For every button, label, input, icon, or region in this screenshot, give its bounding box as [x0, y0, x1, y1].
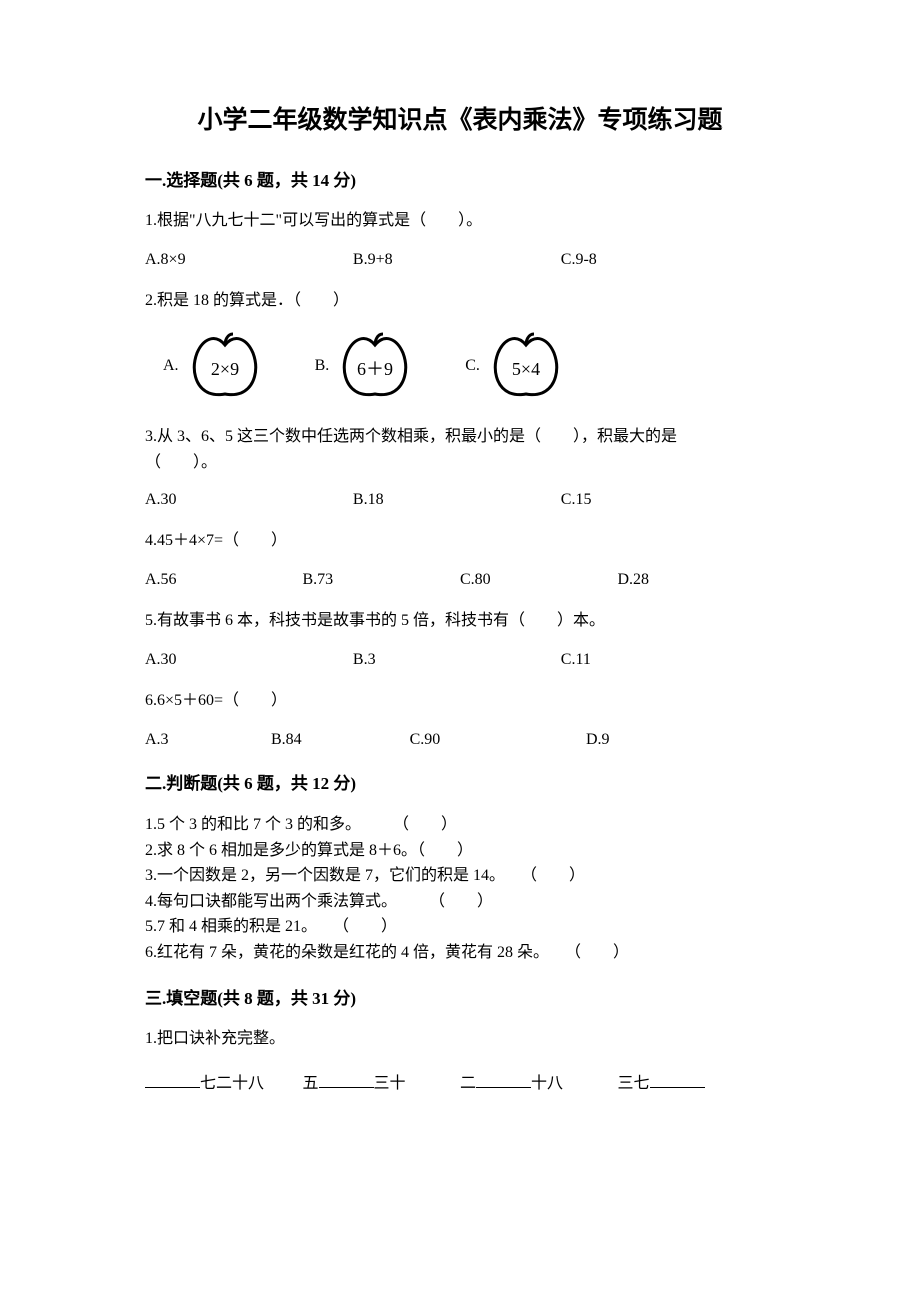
fill-1-text: 七二十八 [200, 1075, 264, 1092]
q3-line2: （ ）。 [145, 451, 775, 475]
blank [145, 1072, 200, 1088]
blank [476, 1072, 531, 1088]
q3-opt-c: C.15 [561, 491, 769, 509]
q4-opt-d: D.28 [618, 571, 776, 589]
fill-4-text-a: 三七 [618, 1075, 650, 1092]
svg-text:6＋9: 6＋9 [357, 359, 393, 379]
q1-opt-c: C.9-8 [561, 251, 769, 269]
svg-text:5×4: 5×4 [512, 359, 540, 379]
svg-text:2×9: 2×9 [210, 359, 238, 379]
q5-opt-a: A.30 [145, 651, 353, 669]
q1-text: 1.根据"八九七十二"可以写出的算式是（ ）。 [145, 209, 775, 233]
q5-opt-b: B.3 [353, 651, 561, 669]
q4-opt-c: C.80 [460, 571, 618, 589]
apple-icon: 2×9 [185, 331, 265, 401]
q2-opt-b-label: B. [315, 357, 330, 375]
fill-3-text-a: 二 [460, 1075, 476, 1092]
q6-opt-d: D.9 [586, 731, 712, 749]
q6-options: A.3 B.84 C.90 D.9 [145, 731, 775, 749]
q2-opt-a-label: A. [163, 357, 179, 375]
section2-header: 二.判断题(共 6 题，共 12 分) [145, 769, 775, 794]
q6-text: 6.6×5＋60=（ ） [145, 689, 775, 713]
q4-opt-a: A.56 [145, 571, 303, 589]
q2-opt-b: B. 6＋9 [315, 331, 416, 401]
fill-2-text-b: 三十 [374, 1075, 406, 1092]
q1-options: A.8×9 B.9+8 C.9-8 [145, 251, 775, 269]
blank [319, 1072, 374, 1088]
q3-opt-b: B.18 [353, 491, 561, 509]
q5-options: A.30 B.3 C.11 [145, 651, 775, 669]
fill-row: 七二十八 五 三十 二 十八 三七 [145, 1069, 775, 1093]
q4-text: 4.45＋4×7=（ ） [145, 529, 775, 553]
q3-text: 3.从 3、6、5 这三个数中任选两个数相乘，积最小的是（ ），积最大的是 （ … [145, 425, 775, 475]
q2-options: A. 2×9 B. 6＋9 C. 5×4 [145, 331, 775, 401]
fill-4: 三七 [618, 1069, 776, 1093]
section3-header: 三.填空题(共 8 题，共 31 分) [145, 984, 775, 1009]
q2-opt-a: A. 2×9 [163, 331, 265, 401]
fill-3-text-b: 十八 [531, 1075, 563, 1092]
fill-1: 七二十八 [145, 1069, 303, 1093]
q3-opt-a: A.30 [145, 491, 353, 509]
tf-3: 3.一个因数是 2，另一个因数是 7，它们的积是 14。 （ ） [145, 863, 775, 889]
q5-opt-c: C.11 [561, 651, 769, 669]
fill-2: 五 三十 [303, 1069, 461, 1093]
apple-icon: 5×4 [486, 331, 566, 401]
tf-2: 2.求 8 个 6 相加是多少的算式是 8＋6。（ ） [145, 838, 775, 864]
q2-opt-c-label: C. [465, 357, 480, 375]
s3-q1: 1.把口诀补充完整。 [145, 1027, 775, 1051]
q1-opt-a: A.8×9 [145, 251, 353, 269]
q6-opt-b: B.84 [271, 731, 410, 749]
q6-opt-a: A.3 [145, 731, 271, 749]
blank [650, 1072, 705, 1088]
tf-list: 1.5 个 3 的和比 7 个 3 的和多。 （ ） 2.求 8 个 6 相加是… [145, 812, 775, 966]
q4-options: A.56 B.73 C.80 D.28 [145, 571, 775, 589]
apple-icon: 6＋9 [335, 331, 415, 401]
q5-text: 5.有故事书 6 本，科技书是故事书的 5 倍，科技书有（ ）本。 [145, 609, 775, 633]
q3-line1: 3.从 3、6、5 这三个数中任选两个数相乘，积最小的是（ ），积最大的是 [145, 425, 775, 449]
q2-text: 2.积是 18 的算式是．（ ） [145, 289, 775, 313]
tf-6: 6.红花有 7 朵，黄花的朵数是红花的 4 倍，黄花有 28 朵。 （ ） [145, 940, 775, 966]
tf-1: 1.5 个 3 的和比 7 个 3 的和多。 （ ） [145, 812, 775, 838]
q3-options: A.30 B.18 C.15 [145, 491, 775, 509]
page-title: 小学二年级数学知识点《表内乘法》专项练习题 [145, 100, 775, 136]
q2-opt-c: C. 5×4 [465, 331, 566, 401]
fill-2-text-a: 五 [303, 1075, 319, 1092]
tf-5: 5.7 和 4 相乘的积是 21。 （ ） [145, 914, 775, 940]
q4-opt-b: B.73 [303, 571, 461, 589]
section1-header: 一.选择题(共 6 题，共 14 分) [145, 166, 775, 191]
q1-opt-b: B.9+8 [353, 251, 561, 269]
q6-opt-c: C.90 [410, 731, 586, 749]
fill-3: 二 十八 [460, 1069, 618, 1093]
tf-4: 4.每句口诀都能写出两个乘法算式。 （ ） [145, 889, 775, 915]
